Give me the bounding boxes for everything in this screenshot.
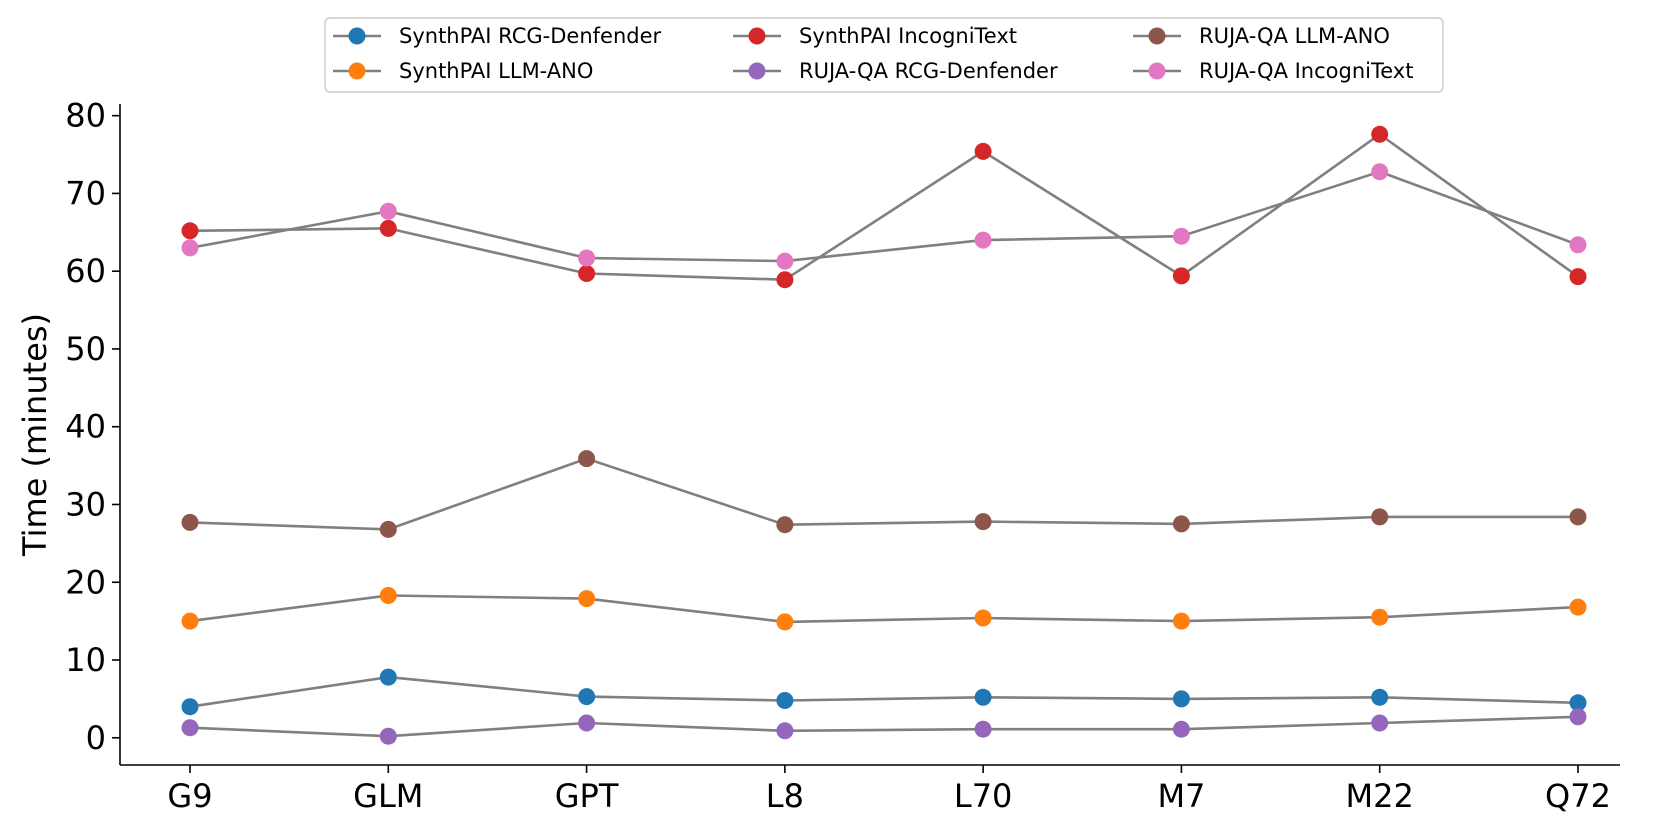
data-point-1-1 <box>379 587 397 604</box>
data-point-2-0 <box>181 222 199 240</box>
data-point-0-7 <box>1569 694 1587 712</box>
data-point-4-0 <box>181 513 199 531</box>
y-tick-label-8: 80 <box>65 97 106 135</box>
legend-label-5: RUJA-QA IncogniText <box>1199 59 1413 83</box>
data-point-5-7 <box>1569 236 1587 254</box>
data-point-4-7 <box>1569 508 1587 526</box>
data-point-0-5 <box>1172 690 1190 708</box>
data-point-2-1 <box>379 219 397 237</box>
data-point-4-2 <box>578 450 596 468</box>
x-tick-label-5: M7 <box>1157 777 1205 815</box>
data-point-0-6 <box>1371 688 1389 706</box>
legend-marker-5 <box>1148 62 1166 80</box>
legend-marker-2 <box>748 27 766 45</box>
legend-label-3: RUJA-QA RCG-Denfender <box>799 59 1058 83</box>
data-point-5-2 <box>578 249 596 267</box>
y-tick-label-7: 70 <box>65 174 106 212</box>
data-point-5-6 <box>1371 163 1389 181</box>
data-point-3-5 <box>1172 720 1190 738</box>
data-point-4-1 <box>379 520 397 538</box>
y-tick-label-0: 0 <box>86 719 106 757</box>
data-point-1-2 <box>578 590 596 608</box>
y-tick-label-6: 60 <box>65 252 106 290</box>
data-point-0-2 <box>578 688 596 706</box>
data-point-5-4 <box>974 231 992 249</box>
y-tick-label-5: 50 <box>65 330 106 368</box>
axes: 0 10 20 30 40 50 60 70 80 G9 GLM GPT L8 L70 M7 M22 Q72 Ti… <box>16 97 1620 815</box>
data-point-0-0 <box>181 698 199 716</box>
y-tick-label-2: 20 <box>65 563 106 601</box>
data-point-2-4 <box>974 142 992 160</box>
x-tick-label-4: L70 <box>954 777 1013 815</box>
data-point-3-4 <box>974 720 992 738</box>
x-tick-label-0: G9 <box>167 777 212 815</box>
series-line-3 <box>189 715 1579 738</box>
legend-marker-3 <box>748 62 766 80</box>
data-point-3-6 <box>1371 714 1389 732</box>
legend-label-1: SynthPAI LLM-ANO <box>399 59 593 83</box>
series-line-5 <box>189 170 1579 263</box>
data-point-4-6 <box>1371 508 1389 526</box>
data-point-5-1 <box>379 202 397 220</box>
x-tick-label-6: M22 <box>1346 777 1414 815</box>
plot-area <box>181 125 1587 745</box>
y-tick-label-3: 30 <box>65 485 106 523</box>
y-tick-label-1: 10 <box>65 641 106 679</box>
series-line-4 <box>189 457 1578 531</box>
data-point-2-6 <box>1371 125 1389 143</box>
data-point-3-0 <box>181 719 199 737</box>
x-tick-label-7: Q72 <box>1545 777 1611 815</box>
data-point-1-0 <box>181 612 199 630</box>
data-point-1-7 <box>1569 598 1587 616</box>
data-point-3-3 <box>776 722 794 740</box>
series-line-0 <box>189 675 1579 708</box>
data-point-2-5 <box>1172 267 1190 285</box>
data-point-5-0 <box>181 239 199 257</box>
data-point-5-5 <box>1172 227 1190 245</box>
data-point-0-3 <box>776 692 794 709</box>
data-point-1-3 <box>776 613 794 631</box>
x-tick-label-2: GPT <box>555 777 619 815</box>
legend-marker-4 <box>1148 27 1166 45</box>
data-point-3-1 <box>379 727 397 745</box>
data-point-0-1 <box>379 668 397 686</box>
y-axis-title: Time (minutes) <box>16 313 54 557</box>
data-point-5-3 <box>776 252 794 270</box>
data-point-4-4 <box>974 513 992 531</box>
legend-label-2: SynthPAI IncogniText <box>799 24 1017 48</box>
data-point-2-3 <box>776 271 794 289</box>
data-point-4-5 <box>1172 515 1190 533</box>
legend-label-4: RUJA-QA LLM-ANO <box>1199 24 1390 48</box>
y-tick-label-4: 40 <box>65 408 106 446</box>
data-point-1-4 <box>974 609 992 627</box>
data-point-2-7 <box>1569 268 1587 286</box>
data-point-1-5 <box>1172 612 1190 630</box>
data-point-3-7 <box>1569 708 1587 726</box>
legend-marker-1 <box>348 62 366 80</box>
data-point-1-6 <box>1371 608 1389 626</box>
x-tick-label-3: L8 <box>766 777 804 815</box>
legend-marker-0 <box>348 27 366 45</box>
series-line-1 <box>189 594 1579 624</box>
data-point-2-2 <box>578 265 596 282</box>
legend: SynthPAI RCG-Denfender SynthPAI LLM-ANO Sy… <box>324 17 1444 93</box>
data-point-4-3 <box>776 516 794 534</box>
legend-label-0: SynthPAI RCG-Denfender <box>399 24 661 48</box>
data-point-0-4 <box>974 688 992 706</box>
data-point-3-2 <box>578 714 596 732</box>
x-tick-label-1: GLM <box>353 777 423 815</box>
series-line-2 <box>189 132 1579 282</box>
